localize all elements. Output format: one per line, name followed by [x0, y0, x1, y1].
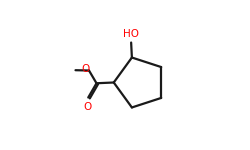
Text: O: O [82, 64, 90, 74]
Text: HO: HO [123, 29, 139, 39]
Text: O: O [83, 102, 91, 112]
